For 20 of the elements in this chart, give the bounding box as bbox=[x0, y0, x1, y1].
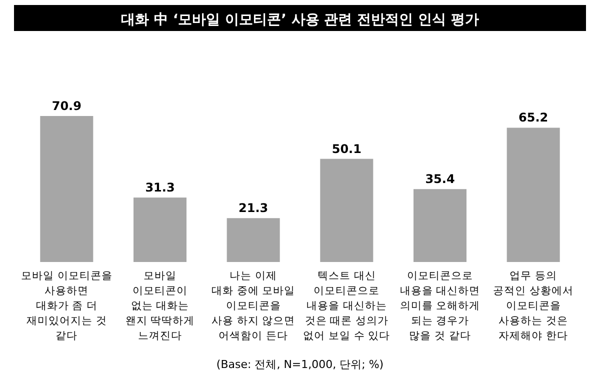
bar bbox=[506, 128, 560, 262]
data-label: 50.1 bbox=[332, 142, 362, 156]
data-label: 65.2 bbox=[518, 110, 548, 125]
x-tick-label: 업무 등의 공적인 상황에서 이모티콘을 사용하는 것은 자제해야 한다 bbox=[493, 270, 574, 342]
bar bbox=[40, 116, 94, 262]
bar bbox=[414, 189, 466, 262]
data-label: 21.3 bbox=[238, 201, 268, 216]
x-tick-label: 텍스트 대신 이모티콘으로 내용을 대신하는 것은 때론 성의가 없어 보일 수 있다 bbox=[303, 270, 390, 342]
x-tick-label: 나는 이제 대화 중에 모바일 이모티콘을 사용 하지 않으면 어색함이 든다 bbox=[211, 270, 296, 342]
bar bbox=[226, 218, 280, 262]
text: (Base: 전체, N=1,000, 단위; %) bbox=[216, 358, 384, 371]
x-tick-label: 이모티콘으로 내용을 대신하면 의미를 오해하게 되는 경우가 많을 것 같다 bbox=[400, 270, 480, 342]
data-label: 31.3 bbox=[145, 180, 175, 195]
chart-title: 대화 中 ‘모바일 이모티콘’ 사용 관련 전반적인 인식 평가 bbox=[121, 12, 479, 28]
x-tick-label: 모바일 이모티콘이 없는 대화는 왠지 딱딱하게 느껴진다 bbox=[125, 270, 195, 342]
data-label: 35.4 bbox=[425, 172, 455, 186]
bar bbox=[320, 158, 374, 262]
x-tick-label: 모바일 이모티콘을 사용하면 대화가 좀 더 재미있어지는 것 같다 bbox=[20, 270, 112, 342]
bar bbox=[134, 198, 186, 262]
data-label: 70.9 bbox=[52, 99, 82, 113]
